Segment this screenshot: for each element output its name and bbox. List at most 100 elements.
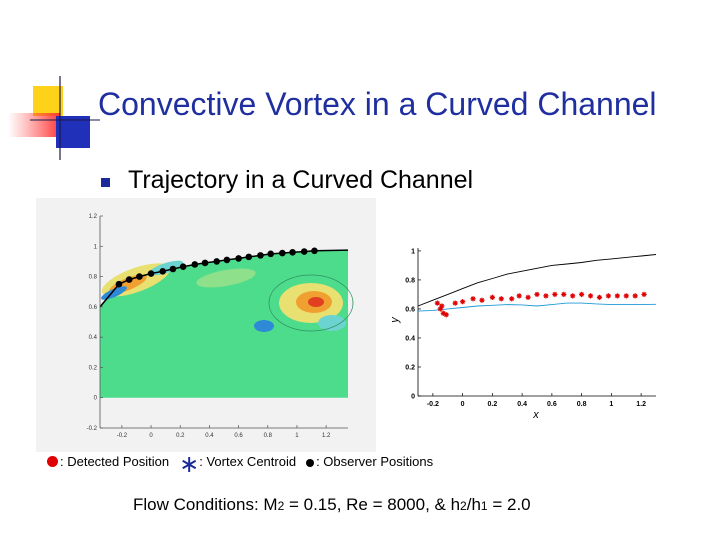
trajectory-point: [439, 303, 445, 309]
trajectory-point: [596, 294, 603, 300]
observer-dot: [169, 265, 177, 273]
trajectory-point: [587, 293, 594, 299]
contour-axes: [99, 216, 348, 429]
trajectory-point: [552, 291, 558, 298]
observer-positions: [115, 247, 318, 288]
slide-title: Convective Vortex in a Curved Channel: [98, 86, 657, 122]
trajectory-y-tick-label: 0.2: [405, 364, 415, 371]
flow-h1-subscript: 1: [480, 499, 488, 513]
trajectory-y-tick-label: 0.8: [405, 277, 415, 284]
trajectory-points: [434, 291, 647, 318]
trajectory-y-tick-label: 0: [411, 394, 415, 401]
observer-dot: [125, 276, 133, 283]
trajectory-x-tick-label: 1: [609, 401, 613, 408]
trajectory-x-tick-label: 0.6: [547, 401, 557, 408]
flow-text-slash: /h: [466, 495, 481, 514]
trajectory-y-tick-label: 1: [411, 248, 415, 255]
contour-y-tick-label: 0: [94, 396, 98, 402]
contour-blob-cyan-right: [318, 315, 346, 331]
trajectory-x-tick-label: 1.2: [636, 401, 646, 408]
logo-red-bar: [8, 113, 60, 137]
observer-dot: [136, 273, 143, 280]
contour-x-tick-label: 0: [149, 433, 153, 439]
trajectory-point: [579, 291, 585, 298]
contour-y-tick-label: -0.2: [87, 426, 98, 432]
contour-y-tick-label: 0.6: [89, 305, 98, 311]
trajectory-point: [561, 291, 567, 298]
observer-dot: [179, 263, 187, 271]
trajectory-point: [516, 293, 522, 299]
trajectory-x-tick-label: 0.4: [517, 401, 527, 408]
contour-x-tick-label: 1: [295, 433, 299, 439]
y-axis-label: y: [389, 316, 401, 324]
corner-logo: [8, 76, 100, 160]
flow-text-prefix: Flow Conditions: M: [133, 495, 278, 514]
trajectory-point: [434, 300, 440, 306]
observer-dot: [289, 249, 296, 256]
vortex-contours: [101, 260, 354, 332]
trajectory-y-ticks: 0 0.2 0.4 0.6 0.8 1: [405, 248, 421, 401]
contour-y-ticks: -0.2 0 0.2 0.4 0.6 0.8 1 1.2: [87, 214, 103, 432]
observer-dot: [257, 252, 264, 259]
contour-blob-green-mid: [196, 268, 256, 288]
contour-x-tick-label: 0.6: [234, 433, 243, 439]
observer-dot: [201, 259, 209, 267]
trajectory-y-tick-label: 0.4: [405, 335, 415, 342]
observer-dot: [300, 248, 308, 255]
trajectory-point: [623, 293, 629, 299]
contour-blob-blue-left: [101, 286, 127, 300]
legend-observer: : Observer Positions: [316, 454, 434, 469]
flow-text-suffix: = 2.0: [487, 495, 531, 514]
contour-ring-right: [268, 274, 354, 332]
flow-conditions: Flow Conditions: M2 = 0.15, Re = 8000, &…: [133, 495, 531, 515]
vorticity-contour-figure: -0.2 0 0.2 0.4 0.6 0.8 1 1.2 -0.2 0 0.2 0.4 0.6 0.8 1…: [36, 198, 376, 452]
trajectory-chart: -0.2 0 0.2 0.4 0.6 0.8 1 1.2 0 0.2 0.4 0.6 0.8 1 x y: [389, 248, 657, 421]
contour-x-tick-label: 1.2: [322, 433, 331, 439]
detected-position-dot-icon: [47, 456, 58, 467]
contour-y-tick-label: 1.2: [89, 214, 98, 220]
observer-dot: [223, 256, 231, 264]
trajectory-point: [632, 293, 638, 299]
contour-x-ticks: -0.2 0 0.2 0.4 0.6 0.8 1 1.2: [117, 425, 331, 439]
contour-x-tick-label: -0.2: [117, 433, 128, 439]
contour-y-tick-label: 0.8: [89, 275, 98, 281]
bullet-square-icon: [101, 178, 110, 187]
observer-dot: [159, 267, 167, 275]
trajectory-point: [452, 300, 458, 306]
observer-dot: [245, 253, 253, 261]
observer-dot: [147, 270, 155, 277]
observer-dot: [279, 249, 286, 257]
legend-centroid: : Vortex Centroid: [199, 454, 297, 469]
logo-blue-square: [56, 116, 90, 148]
observer-dot: [213, 258, 221, 265]
contour-y-tick-label: 0.2: [89, 365, 98, 371]
observer-dot: [191, 261, 199, 268]
trajectory-point: [509, 296, 515, 302]
trajectory-point: [489, 294, 495, 300]
upper-wall-line: [417, 254, 657, 307]
trajectory-point: [443, 312, 449, 318]
trajectory-point: [525, 294, 531, 300]
trajectory-x-tick-label: 0.8: [577, 401, 587, 408]
flow-h2-subscript: 2: [460, 499, 467, 513]
trajectory-x-ticks: -0.2 0 0.2 0.4 0.6 0.8 1 1.2: [427, 393, 646, 408]
flow-text-mid: = 0.15, Re = 8000, & h: [284, 495, 461, 514]
trajectory-x-tick-label: 0: [461, 401, 465, 408]
legend-detected: : Detected Position: [60, 454, 170, 469]
trajectory-x-tick-label: -0.2: [427, 401, 439, 408]
legend: : Detected Position ∗: Vortex Centroid: O…: [47, 453, 434, 477]
trajectory-point: [479, 297, 485, 303]
trajectory-point: [570, 293, 576, 299]
observer-dot: [311, 247, 318, 255]
trajectory-y-tick-label: 0.6: [405, 306, 415, 313]
flow-m-subscript: 2: [277, 499, 285, 513]
trajectory-point: [543, 293, 549, 299]
observer-dot: [267, 250, 274, 258]
trajectory-axes: [417, 248, 656, 397]
observer-dot: [235, 255, 242, 262]
trajectory-point: [460, 299, 466, 305]
lower-wall-line: [417, 302, 657, 312]
trajectory-point: [498, 296, 504, 302]
contour-blob-red-right: [308, 297, 324, 307]
contour-x-tick-label: 0.4: [205, 433, 214, 439]
